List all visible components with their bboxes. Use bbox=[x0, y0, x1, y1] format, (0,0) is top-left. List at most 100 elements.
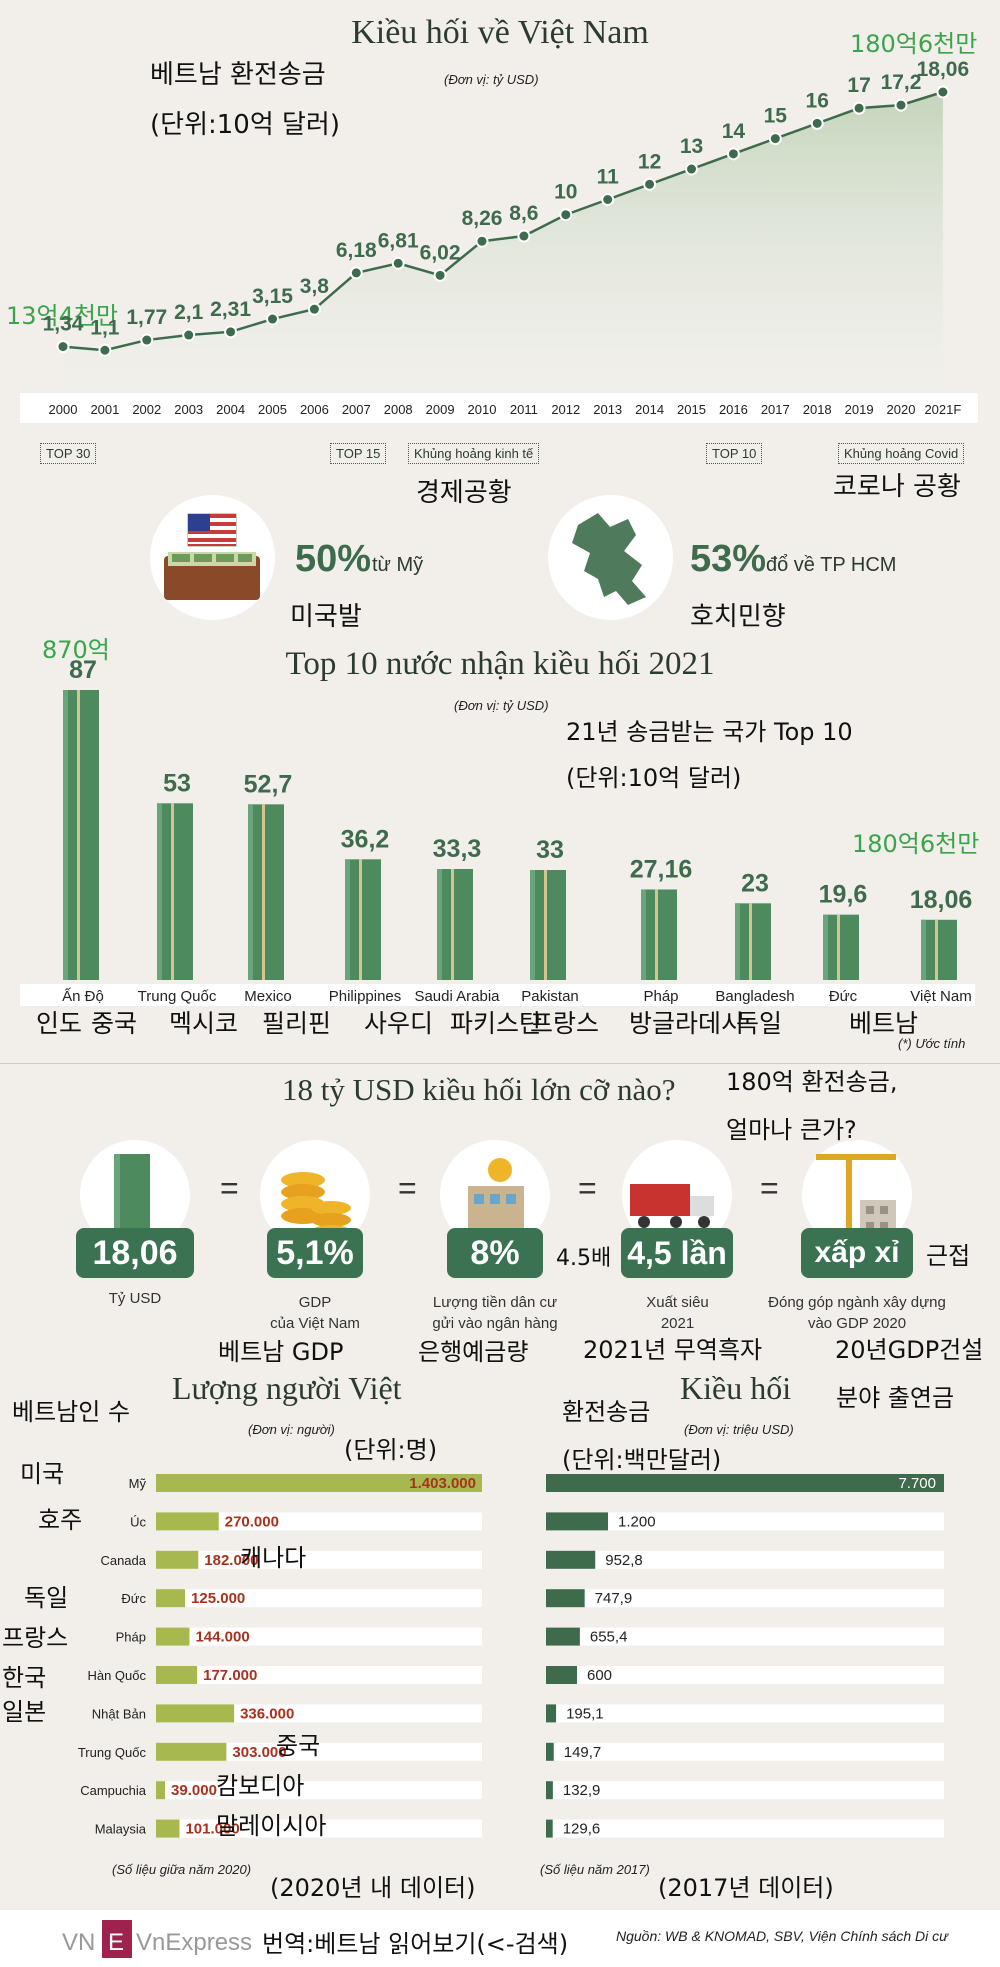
compare-value-2: 5,1% bbox=[267, 1228, 363, 1278]
people-category-label: Nhật Bản bbox=[92, 1706, 146, 1721]
remit-bar bbox=[546, 1819, 553, 1838]
remit-kr-source: (2017년 데이터) bbox=[658, 1874, 834, 1902]
remit-row-bg bbox=[546, 1666, 944, 1684]
remit-value-label: 952,8 bbox=[605, 1552, 643, 1569]
people-value-label: 336.000 bbox=[240, 1705, 294, 1722]
remit-row-bg bbox=[546, 1512, 944, 1531]
kr-covid: 코로나 공황 bbox=[833, 472, 961, 502]
bar-highlight bbox=[641, 889, 646, 980]
bar-category-label: Đức bbox=[829, 988, 858, 1005]
x-tick-label: 2020 bbox=[887, 402, 916, 417]
data-label: 8,6 bbox=[509, 202, 538, 225]
data-label: 8,26 bbox=[462, 207, 503, 230]
people-bar bbox=[156, 1704, 235, 1723]
data-label: 1,34 bbox=[43, 313, 84, 336]
area-fill bbox=[63, 92, 943, 393]
bar bbox=[823, 914, 859, 980]
remit-value-label: 747,9 bbox=[595, 1590, 633, 1607]
top10-kr-name: 인도 bbox=[36, 1009, 83, 1038]
bar-highlight bbox=[530, 870, 535, 980]
people-kr-label: 한국 bbox=[2, 1664, 47, 1692]
bar-value-label: 19,6 bbox=[819, 881, 868, 909]
people-category-label: Trung Quốc bbox=[78, 1745, 147, 1760]
svg-text:E: E bbox=[108, 1929, 124, 1956]
data-label: 2,31 bbox=[210, 298, 251, 321]
x-tick-label: 2013 bbox=[593, 402, 622, 417]
eq-1: = bbox=[220, 1170, 239, 1206]
remit-bar bbox=[546, 1704, 557, 1723]
compare-kr-5: 20년GDP건설 bbox=[835, 1336, 984, 1364]
compare-value-5: xấp xỉ bbox=[801, 1228, 913, 1278]
people-row-bg bbox=[156, 1781, 482, 1800]
kr-approx: 근접 bbox=[926, 1242, 971, 1270]
data-point bbox=[601, 193, 615, 207]
x-tick-label: 2011 bbox=[510, 402, 538, 417]
kr-45: 4.5배 bbox=[556, 1246, 612, 1271]
x-tick-label: 2015 bbox=[677, 402, 706, 417]
people-kr-label: 일본 bbox=[2, 1698, 47, 1726]
top10-kr-name: 필리핀 bbox=[262, 1009, 332, 1038]
data-label: 18,06 bbox=[917, 58, 970, 81]
eq-4: = bbox=[760, 1170, 779, 1206]
data-label: 14 bbox=[722, 120, 746, 143]
compare-kr-title-2: 얼마나 큰가? bbox=[726, 1116, 857, 1144]
people-value-label: 177.000 bbox=[203, 1667, 257, 1684]
remit-value-label: 600 bbox=[587, 1667, 612, 1684]
bar bbox=[437, 869, 473, 980]
top10-note-vn: 180억6천만 bbox=[852, 830, 980, 858]
x-tick-label: 2003 bbox=[174, 402, 203, 417]
x-tick-label: 2010 bbox=[468, 402, 497, 417]
data-point bbox=[475, 234, 489, 248]
people-category-label: Đức bbox=[121, 1591, 146, 1606]
people-source: (Số liệu giữa năm 2020) bbox=[112, 1862, 252, 1877]
x-tick-label: 2021F bbox=[924, 402, 961, 417]
data-point bbox=[266, 312, 279, 326]
bar-value-label: 52,7 bbox=[244, 770, 293, 798]
bar-category-label: Bangladesh bbox=[715, 988, 794, 1005]
data-point bbox=[726, 147, 740, 161]
coins-icon bbox=[281, 1172, 351, 1239]
truck-icon bbox=[630, 1184, 714, 1228]
bar bbox=[248, 804, 284, 980]
us-kr: 미국발 bbox=[290, 602, 362, 632]
top10-kr-name: 사우디 bbox=[364, 1009, 434, 1038]
compare-caption-3: Lượng tiền dân cư gửi vào ngân hàng bbox=[432, 1294, 558, 1332]
people-row-bg bbox=[156, 1819, 482, 1838]
hcm-text: đổ về TP HCM bbox=[766, 554, 897, 576]
top10-kr-name: 베트남 bbox=[849, 1009, 919, 1038]
compare-value-4: 4,5 lần bbox=[621, 1228, 733, 1278]
top10-kr-name: 파키스탄 bbox=[450, 1009, 543, 1038]
milestone-covid: Khủng hoảng Covid bbox=[838, 443, 965, 464]
eq-2: = bbox=[398, 1170, 417, 1206]
people-kr-source: (2020년 내 데이터) bbox=[270, 1874, 476, 1902]
people-kr-label: 말레이시아 bbox=[216, 1812, 327, 1840]
data-label: 17 bbox=[847, 74, 870, 97]
data-label: 10 bbox=[554, 181, 577, 204]
people-bar bbox=[156, 1512, 219, 1531]
top10-kr-name: 독일 bbox=[736, 1009, 783, 1038]
data-point bbox=[894, 98, 908, 112]
people-kr-unit: (단위:명) bbox=[344, 1436, 438, 1464]
data-point bbox=[559, 208, 573, 222]
remit-value-label: 1.200 bbox=[618, 1513, 656, 1530]
bar bbox=[735, 903, 771, 980]
data-point bbox=[810, 116, 824, 130]
us-text: từ Mỹ bbox=[372, 554, 424, 576]
people-unit: (Đơn vị: người) bbox=[248, 1422, 335, 1437]
compare-value-3: 8% bbox=[447, 1228, 543, 1278]
people-bar bbox=[156, 1627, 190, 1646]
eq-3: = bbox=[578, 1170, 597, 1206]
footer-bar bbox=[0, 1910, 1000, 1967]
bar-highlight bbox=[248, 804, 253, 980]
data-label: 3,15 bbox=[252, 285, 293, 308]
bar-band bbox=[837, 914, 840, 980]
bar-band bbox=[262, 804, 265, 980]
remit-row-bg bbox=[546, 1627, 944, 1646]
top10-title: Top 10 nước nhận kiều hối 2021 bbox=[285, 646, 715, 682]
people-bar bbox=[156, 1589, 186, 1608]
top10-kr-unit: (단위:10억 달러) bbox=[566, 764, 742, 792]
remit-bar bbox=[546, 1589, 585, 1608]
bar-band bbox=[935, 919, 938, 980]
data-label: 2,1 bbox=[174, 301, 204, 324]
milestone-economic-crisis: Khủng hoảng kinh tế bbox=[408, 443, 540, 464]
